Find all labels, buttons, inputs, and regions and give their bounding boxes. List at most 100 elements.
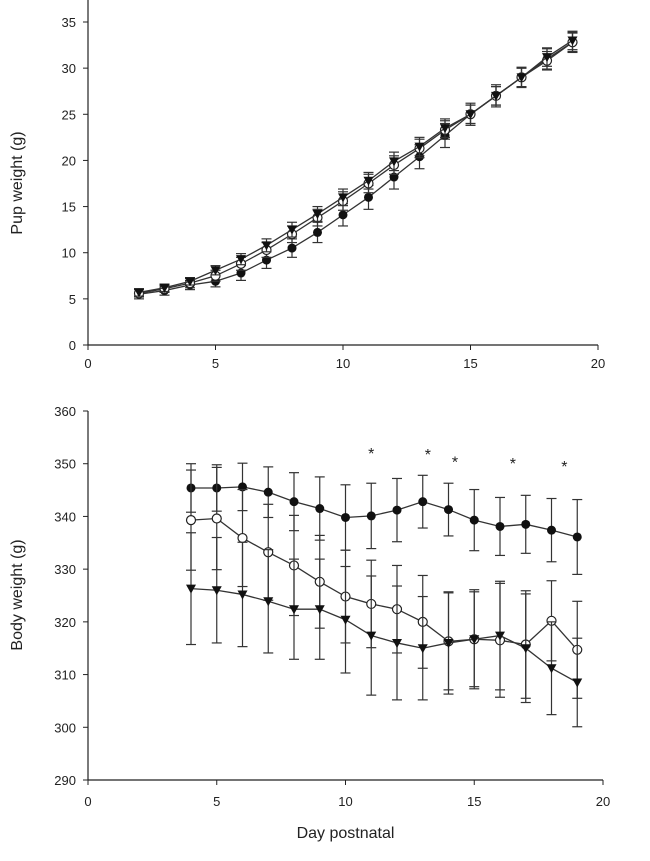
data-point xyxy=(572,678,583,688)
significance-star: * xyxy=(368,446,374,463)
y-tick-label: 300 xyxy=(54,720,76,735)
data-point xyxy=(313,227,322,237)
data-point xyxy=(338,210,348,220)
data-point xyxy=(185,277,195,287)
data-point xyxy=(315,504,325,514)
data-point xyxy=(495,631,505,641)
data-point xyxy=(364,192,373,202)
y-tick-label: 15 xyxy=(62,200,76,215)
y-tick-label: 30 xyxy=(62,61,76,76)
data-point xyxy=(414,142,425,152)
x-tick-label: 20 xyxy=(591,356,605,371)
data-point xyxy=(263,597,274,607)
y-tick-label: 10 xyxy=(62,246,76,261)
data-point xyxy=(521,519,531,529)
y-tick-label: 350 xyxy=(54,457,76,472)
series-open-circle xyxy=(185,466,583,699)
data-point xyxy=(389,157,399,167)
y-tick-label: 340 xyxy=(54,509,76,524)
series-line xyxy=(138,41,573,295)
y-tick-label: 290 xyxy=(54,773,76,788)
x-tick-label: 15 xyxy=(467,794,481,809)
series-open-circle xyxy=(133,32,578,299)
y-tick-label: 25 xyxy=(62,107,76,122)
x-tick-label: 20 xyxy=(596,794,610,809)
data-point xyxy=(314,605,325,615)
data-point xyxy=(210,266,221,276)
data-point xyxy=(418,497,428,507)
chart-panel-0: 0 5 10 15 20 25 30 35 0 5 10 15 20 Pup weight (g) xyxy=(9,0,605,371)
data-point xyxy=(495,521,505,531)
x-axis-label: Day postnatal xyxy=(297,825,395,842)
y-tick-label: 5 xyxy=(69,292,76,307)
x-tick-label: 10 xyxy=(338,794,352,809)
y-tick-label: 330 xyxy=(54,562,76,577)
data-point xyxy=(366,511,376,521)
data-point xyxy=(547,525,556,535)
data-point xyxy=(159,283,170,293)
data-point xyxy=(134,288,144,298)
significance-star: * xyxy=(561,459,567,476)
data-point xyxy=(469,635,480,645)
data-point xyxy=(237,532,248,544)
chart-panel-1: 290 300 310 320 330 340 350 360 0 5 10 15 20 Body wei… xyxy=(9,404,610,842)
data-point xyxy=(417,644,428,654)
data-point xyxy=(567,36,578,46)
x-tick-label: 5 xyxy=(212,356,219,371)
data-point xyxy=(440,124,450,134)
data-point xyxy=(340,615,351,625)
data-point xyxy=(363,176,374,186)
x-tick-label: 5 xyxy=(213,794,220,809)
series-filled-triangle-down xyxy=(186,532,583,728)
y-tick-label: 0 xyxy=(69,338,76,353)
data-point xyxy=(211,513,222,524)
data-point xyxy=(287,225,297,235)
data-point xyxy=(236,255,246,265)
significance-star: * xyxy=(510,456,516,473)
data-point xyxy=(516,73,527,83)
significance-star: * xyxy=(452,454,458,471)
data-point xyxy=(289,497,299,507)
y-axis-label: Body weight (g) xyxy=(9,539,26,650)
y-tick-label: 310 xyxy=(54,668,76,683)
data-point xyxy=(572,532,582,542)
data-point xyxy=(542,53,552,63)
data-point xyxy=(237,590,248,600)
data-point xyxy=(185,515,197,526)
x-tick-label: 0 xyxy=(84,794,91,809)
x-tick-label: 15 xyxy=(463,356,477,371)
data-point xyxy=(520,644,531,654)
series-filled-circle xyxy=(186,462,583,576)
data-point xyxy=(312,209,323,219)
data-point xyxy=(287,243,297,253)
data-point xyxy=(211,586,222,596)
significance-star: * xyxy=(425,447,431,464)
data-point xyxy=(263,487,273,497)
data-point xyxy=(261,241,272,251)
data-point xyxy=(366,631,377,641)
data-point xyxy=(469,515,479,525)
y-axis-label: Pup weight (g) xyxy=(9,131,26,234)
data-point xyxy=(465,110,476,120)
series-filled-triangle-down xyxy=(134,30,578,298)
series-line xyxy=(138,39,573,294)
data-point xyxy=(392,505,402,515)
data-point xyxy=(392,638,402,648)
x-tick-label: 0 xyxy=(84,356,91,371)
data-point xyxy=(546,664,557,674)
x-tick-label: 10 xyxy=(336,356,350,371)
data-point xyxy=(341,512,350,522)
y-tick-label: 360 xyxy=(54,404,76,419)
series-line xyxy=(191,486,578,538)
y-tick-label: 20 xyxy=(62,153,76,168)
y-tick-label: 320 xyxy=(54,615,76,630)
data-point xyxy=(289,605,299,615)
y-tick-label: 35 xyxy=(62,15,76,30)
data-point xyxy=(444,505,453,515)
series-line xyxy=(190,587,578,684)
series-filled-circle xyxy=(134,31,578,300)
data-point xyxy=(186,584,196,594)
data-point xyxy=(338,193,348,203)
series-line xyxy=(190,517,578,651)
